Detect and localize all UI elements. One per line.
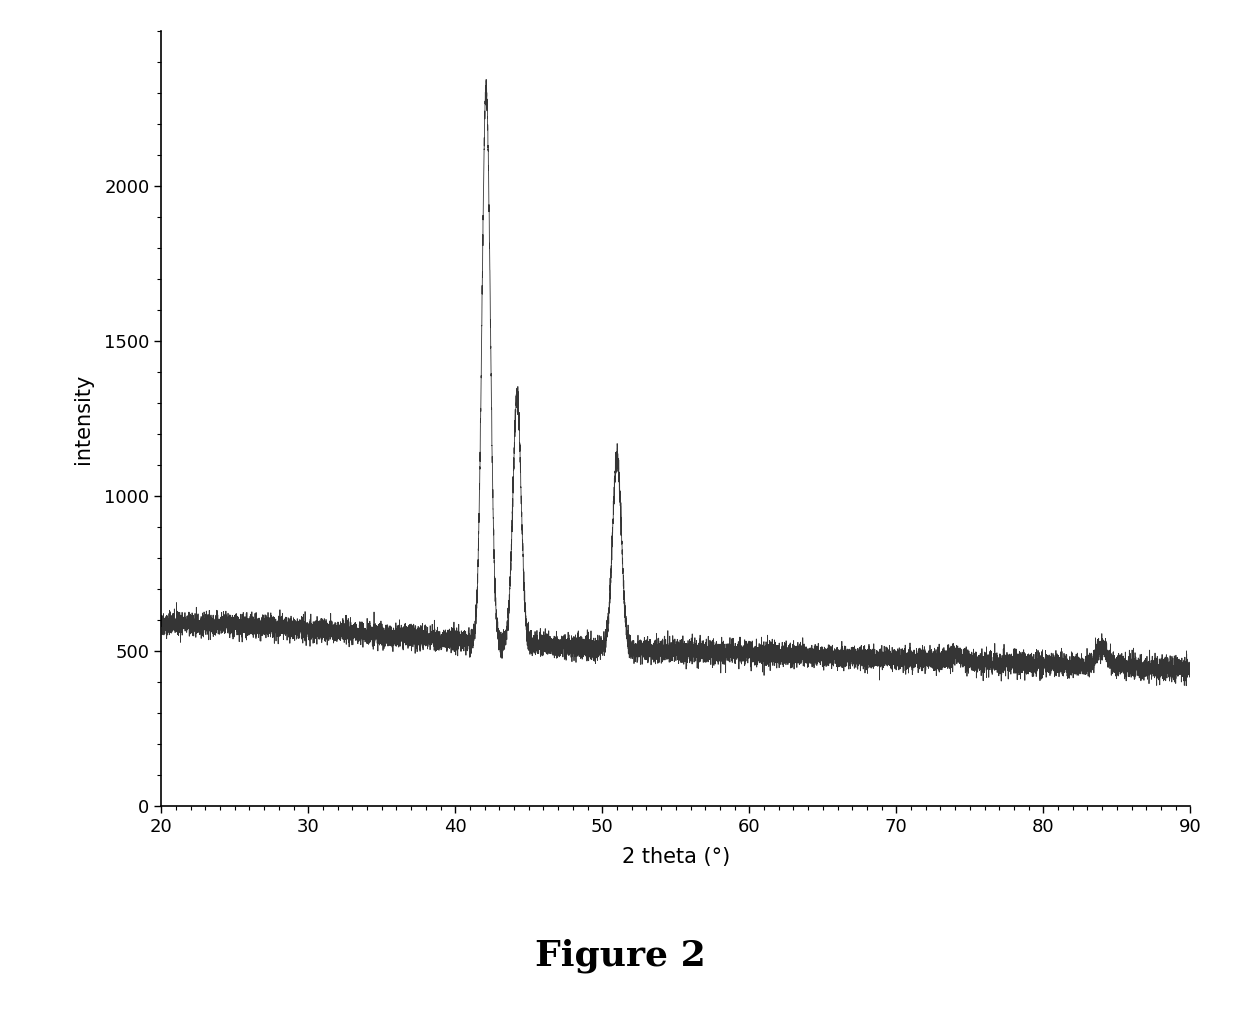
X-axis label: 2 theta (°): 2 theta (°) bbox=[621, 847, 730, 867]
Y-axis label: intensity: intensity bbox=[73, 373, 93, 464]
Text: Figure 2: Figure 2 bbox=[534, 938, 706, 973]
